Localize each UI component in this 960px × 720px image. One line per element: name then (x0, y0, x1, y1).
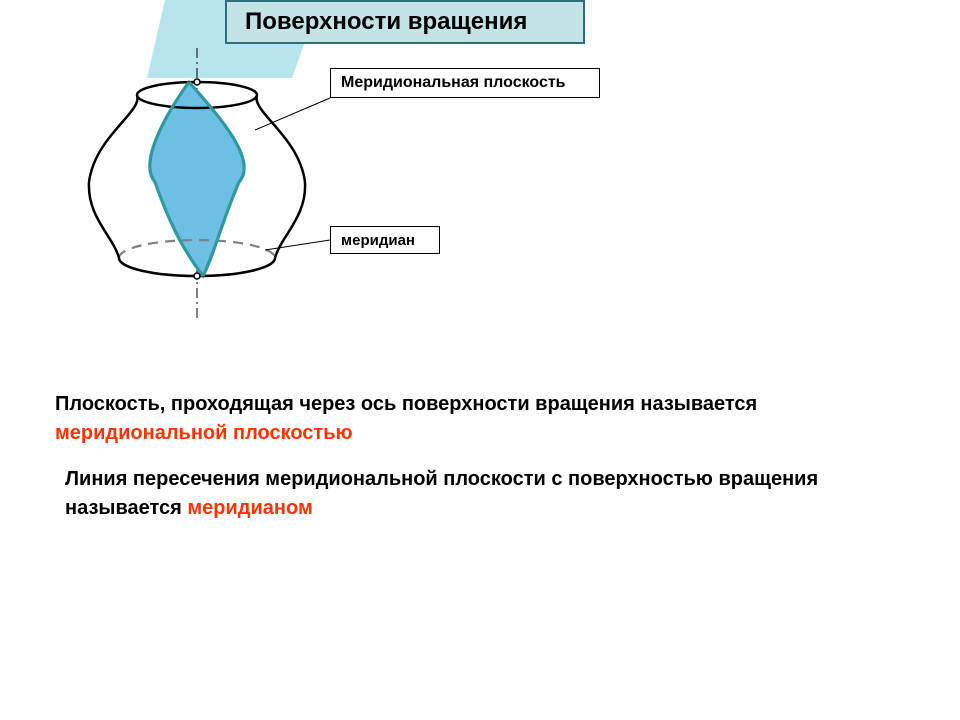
axis-point-bottom (194, 273, 200, 279)
slide-title: Поверхности вращения (225, 0, 585, 44)
axis-point-top (194, 79, 200, 85)
p1-term: меридиональной плоскостью (55, 422, 353, 444)
slide-title-text: Поверхности вращения (245, 8, 527, 36)
slide: Поверхности вращения Меридиональная плос… (0, 0, 960, 720)
p2-term: меридианом (187, 497, 312, 519)
label-meridional-plane-text: Меридиональная плоскость (341, 74, 566, 92)
label-meridional-plane: Меридиональная плоскость (330, 68, 600, 98)
label-meridian: меридиан (330, 226, 440, 254)
left-profile (89, 95, 138, 258)
svg-layer (0, 0, 960, 720)
label-meridian-text: меридиан (341, 232, 415, 249)
definition-meridional-plane: Плоскость, проходящая через ось поверхно… (55, 390, 875, 448)
p1-pre: Плоскость, проходящая через ось поверхно… (55, 393, 757, 415)
leader-meridian (265, 240, 330, 250)
meridional-plane-section (150, 82, 244, 276)
p2-pre: Линия пересечения меридиональной плоскос… (65, 468, 818, 519)
definition-meridian: Линия пересечения меридиональной плоскос… (65, 465, 885, 523)
